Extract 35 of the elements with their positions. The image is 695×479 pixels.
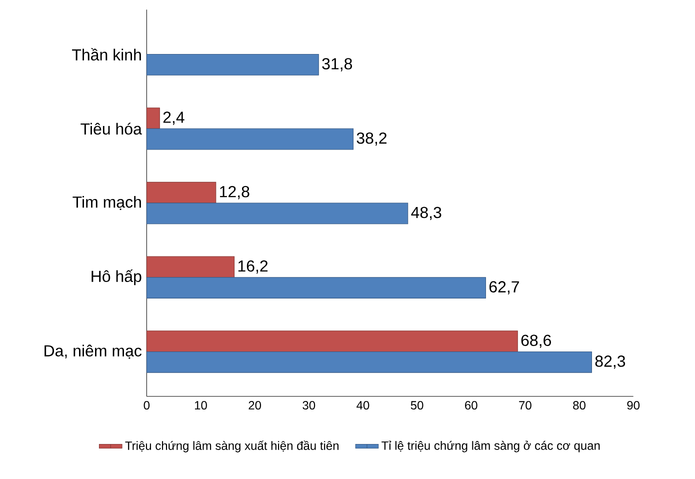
bar xyxy=(146,182,216,204)
data-label: 48,3 xyxy=(411,206,442,220)
data-label: 68,6 xyxy=(521,334,551,348)
x-tick-label: 40 xyxy=(356,401,370,410)
bar xyxy=(146,108,160,129)
x-tick-label: 20 xyxy=(248,401,262,410)
data-label: 2,4 xyxy=(163,112,184,125)
bar xyxy=(146,256,235,278)
bar xyxy=(146,351,592,373)
data-label: 31,8 xyxy=(322,58,352,72)
bar xyxy=(146,202,408,224)
y-tick-label: Da, niêm mạc xyxy=(44,344,142,359)
x-tick-label: 60 xyxy=(465,401,478,410)
data-label: 38,2 xyxy=(356,132,386,146)
data-label: 62,7 xyxy=(489,281,519,294)
bar xyxy=(146,330,518,352)
data-label: 12,8 xyxy=(220,186,250,200)
y-tick-label: Hô hấp xyxy=(92,270,142,286)
x-tick-label: 10 xyxy=(194,401,207,410)
x-tick-label: 0 xyxy=(144,401,150,410)
y-tick-label: Tim mạch xyxy=(72,196,141,210)
legend-label: Triệu chứng lâm sàng xuất hiện đầu tiên xyxy=(125,440,338,452)
legend-label: Tỉ lệ triệu chứng lâm sàng ở các cơ quan xyxy=(382,440,600,452)
x-tick-label: 50 xyxy=(410,401,424,410)
x-tick-label: 70 xyxy=(519,401,532,410)
bar xyxy=(146,128,354,150)
x-tick-label: 80 xyxy=(573,401,586,410)
data-label: 82,3 xyxy=(595,356,626,369)
y-tick-label: Tiêu hóa xyxy=(80,122,142,135)
x-tick-label: 30 xyxy=(302,401,316,410)
data-label: 16,2 xyxy=(238,260,268,274)
x-tick-label: 90 xyxy=(627,401,640,410)
bar xyxy=(146,54,319,76)
bar xyxy=(146,277,486,298)
y-tick-label: Thần kinh xyxy=(72,48,141,61)
